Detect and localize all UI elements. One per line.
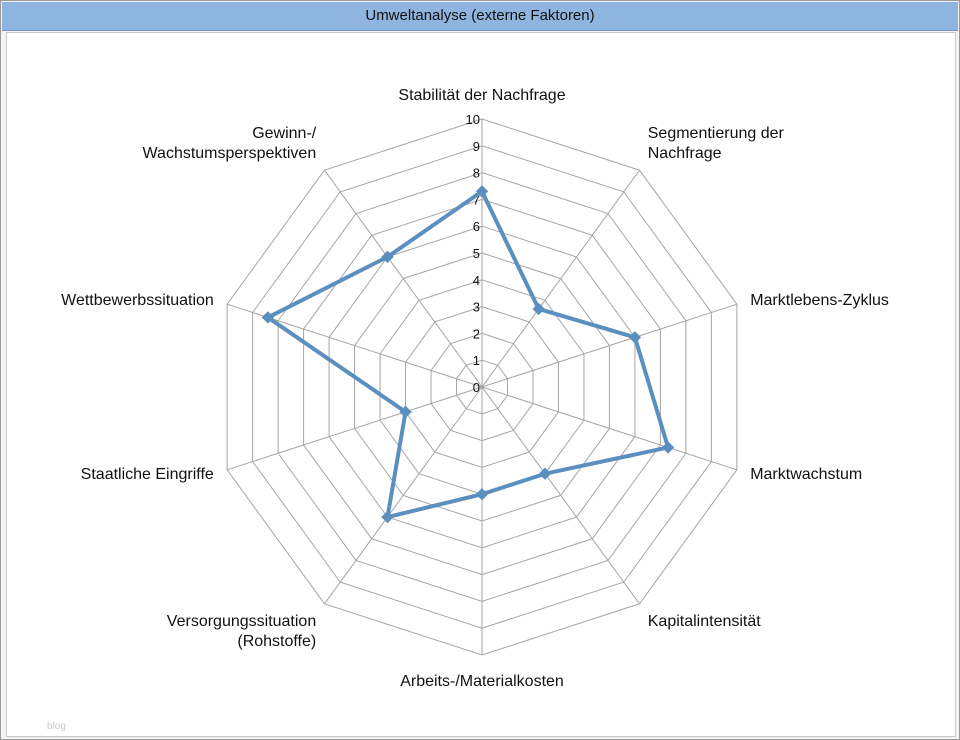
tick-label: 2 [473, 326, 480, 341]
tick-label: 9 [473, 139, 480, 154]
category-label: Kapitalintensität [648, 613, 762, 630]
data-point [475, 185, 489, 198]
data-point [399, 405, 412, 419]
data-point [261, 311, 275, 324]
plot-area: 0 1 2 3 4 5 6 7 8 9 10 Stabilität der Nachfrage Seg… [6, 32, 956, 737]
tick-label: 3 [473, 300, 480, 315]
category-label: Staatliche Eingriffe [81, 466, 214, 483]
radar-chart: 0 1 2 3 4 5 6 7 8 9 10 Stabilität der Nachfrage Seg… [61, 87, 889, 690]
spoke-line [481, 303, 738, 388]
category-label: Wettbewerbssituation [61, 292, 214, 309]
category-label: Stabilität der Nachfrage [398, 87, 565, 104]
category-label: Marktwachstum [750, 466, 862, 483]
data-point [381, 250, 394, 264]
radial-axis-ticks: 0 1 2 3 4 5 6 7 8 9 10 [466, 112, 480, 395]
series-line [265, 189, 671, 520]
tick-label: 1 [473, 353, 480, 368]
category-labels: Stabilität der Nachfrage Segmentierung de… [61, 87, 889, 690]
category-label: Versorgungssituation (Rohstoffe) [167, 613, 316, 650]
category-label: Marktlebens-Zyklus [750, 292, 889, 309]
radar-grid [226, 118, 738, 656]
spoke-line [481, 386, 738, 471]
tick-label: 8 [473, 166, 480, 181]
data-point [381, 510, 394, 524]
tick-label: 10 [466, 112, 480, 127]
category-label: Gewinn-/Wachstumsperspektiven [143, 125, 317, 162]
spoke-line [226, 386, 483, 471]
data-series [261, 185, 675, 524]
tick-label: 4 [473, 273, 480, 288]
window-title: Umweltanalyse (externe Faktoren) [2, 2, 958, 31]
data-point [532, 302, 545, 316]
category-label: Arbeits-/Materialkosten [400, 673, 564, 690]
data-point [475, 487, 489, 501]
data-point [538, 467, 552, 480]
spoke-line [481, 386, 640, 605]
data-point [628, 331, 642, 344]
tick-label: 5 [473, 246, 480, 261]
data-point [661, 441, 675, 454]
tick-label: 7 [473, 192, 480, 207]
tick-label: 0 [473, 380, 480, 395]
spoke-line [481, 169, 640, 388]
tick-label: 6 [473, 219, 480, 234]
spoke-line [324, 169, 483, 388]
category-label: Segmentierung der Nachfrage [648, 125, 785, 162]
spoke-line [324, 386, 483, 605]
watermark-text: blog [47, 721, 66, 732]
